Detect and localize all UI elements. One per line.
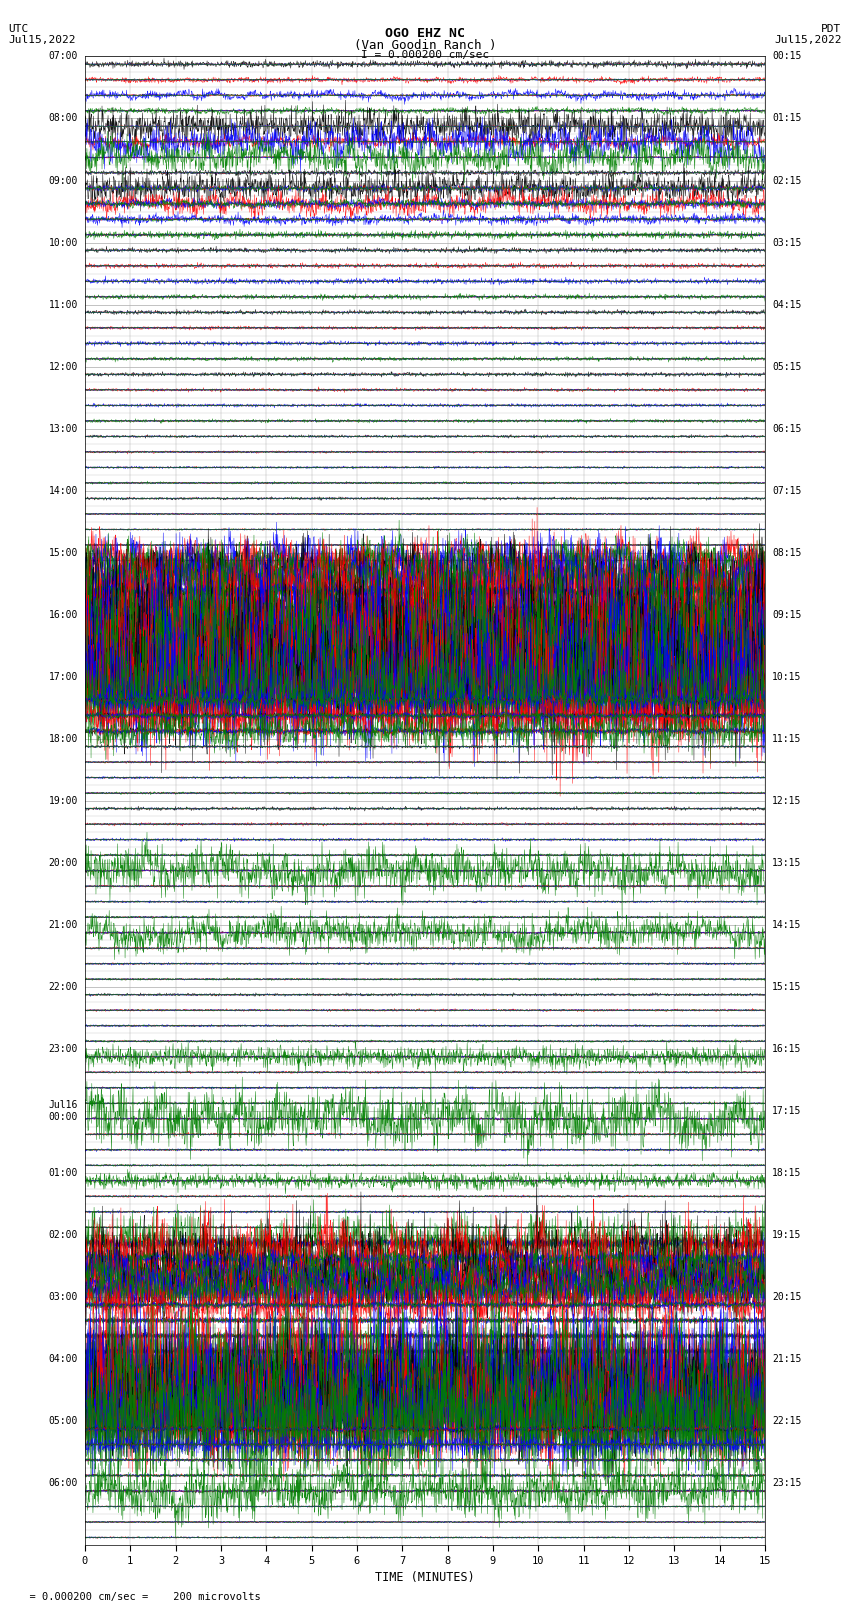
Text: 13:15: 13:15 [772,858,802,868]
Text: 20:00: 20:00 [48,858,78,868]
Text: 01:00: 01:00 [48,1168,78,1177]
Text: 03:00: 03:00 [48,1292,78,1302]
Text: 03:15: 03:15 [772,237,802,247]
Text: 04:15: 04:15 [772,300,802,310]
Text: 02:00: 02:00 [48,1231,78,1240]
Text: 19:15: 19:15 [772,1231,802,1240]
Text: 11:00: 11:00 [48,300,78,310]
Text: (Van Goodin Ranch ): (Van Goodin Ranch ) [354,39,496,52]
Text: 23:15: 23:15 [772,1478,802,1489]
Text: 15:00: 15:00 [48,548,78,558]
Text: 02:15: 02:15 [772,176,802,185]
Text: 21:00: 21:00 [48,919,78,931]
Text: Jul16
00:00: Jul16 00:00 [48,1100,78,1121]
Text: 04:00: 04:00 [48,1355,78,1365]
X-axis label: TIME (MINUTES): TIME (MINUTES) [375,1571,475,1584]
Text: 22:00: 22:00 [48,982,78,992]
Text: 23:00: 23:00 [48,1044,78,1053]
Text: Jul15,2022: Jul15,2022 [8,35,76,45]
Text: 00:15: 00:15 [772,52,802,61]
Text: 17:15: 17:15 [772,1107,802,1116]
Text: 06:15: 06:15 [772,424,802,434]
Text: 14:00: 14:00 [48,486,78,495]
Text: PDT: PDT [821,24,842,34]
Text: 08:00: 08:00 [48,113,78,124]
Text: 22:15: 22:15 [772,1416,802,1426]
Text: 13:00: 13:00 [48,424,78,434]
Text: 05:15: 05:15 [772,361,802,371]
Text: 09:00: 09:00 [48,176,78,185]
Text: I = 0.000200 cm/sec: I = 0.000200 cm/sec [361,50,489,60]
Text: 16:15: 16:15 [772,1044,802,1053]
Text: 18:00: 18:00 [48,734,78,744]
Text: 07:00: 07:00 [48,52,78,61]
Text: 06:00: 06:00 [48,1478,78,1489]
Text: 01:15: 01:15 [772,113,802,124]
Text: 15:15: 15:15 [772,982,802,992]
Text: 09:15: 09:15 [772,610,802,619]
Text: 11:15: 11:15 [772,734,802,744]
Text: = 0.000200 cm/sec =    200 microvolts: = 0.000200 cm/sec = 200 microvolts [17,1592,261,1602]
Text: 17:00: 17:00 [48,671,78,682]
Text: 05:00: 05:00 [48,1416,78,1426]
Text: UTC: UTC [8,24,29,34]
Text: 20:15: 20:15 [772,1292,802,1302]
Text: 10:00: 10:00 [48,237,78,247]
Text: 08:15: 08:15 [772,548,802,558]
Text: 10:15: 10:15 [772,671,802,682]
Text: OGO EHZ NC: OGO EHZ NC [385,27,465,40]
Text: 12:00: 12:00 [48,361,78,371]
Text: 18:15: 18:15 [772,1168,802,1177]
Text: 14:15: 14:15 [772,919,802,931]
Text: 12:15: 12:15 [772,795,802,806]
Text: 19:00: 19:00 [48,795,78,806]
Text: Jul15,2022: Jul15,2022 [774,35,842,45]
Text: 21:15: 21:15 [772,1355,802,1365]
Text: 07:15: 07:15 [772,486,802,495]
Text: 16:00: 16:00 [48,610,78,619]
